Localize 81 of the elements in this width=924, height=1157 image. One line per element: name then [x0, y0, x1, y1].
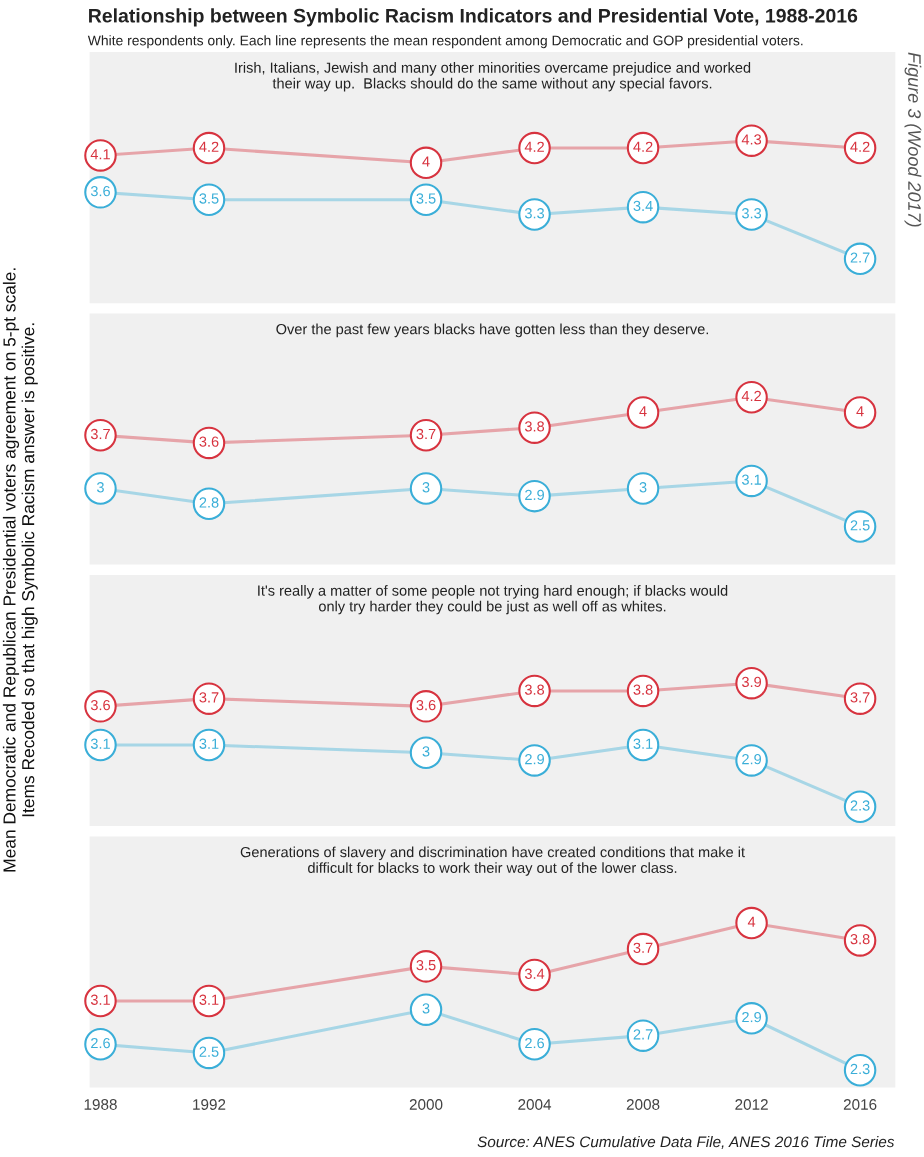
point	[409, 736, 443, 769]
data-label: 3.6	[90, 185, 110, 197]
data-label: 3.5	[416, 193, 436, 204]
point	[626, 396, 660, 429]
data-label: 2.3	[850, 1063, 870, 1075]
data-label: 4	[422, 156, 430, 167]
data-label: 3.8	[633, 684, 653, 695]
data-label: 4	[856, 406, 864, 417]
data-label: 3.8	[850, 933, 870, 945]
data-label: 4.1	[90, 149, 110, 160]
data-label: 3	[422, 746, 430, 757]
text: White respondents only. Each line represents the mean respondent among Democratic and GOP presidential voters.	[87, 35, 803, 49]
x-tick-label: 2000	[409, 1099, 443, 1110]
data-label: 4.2	[741, 390, 761, 402]
data-label: 3.5	[199, 193, 219, 204]
y-axis-title: Mean Democratic and Republican Presidential voters agreement on 5-pt scale. Items Recoded so that high Symbolic Racism answer is positive.	[2, 268, 38, 872]
data-label: 4.2	[524, 141, 544, 152]
data-label: 3.1	[90, 738, 110, 749]
point	[409, 146, 443, 180]
data-label: 3	[639, 482, 647, 493]
x-tick-label: 1988	[84, 1099, 117, 1110]
point	[843, 396, 877, 429]
data-label: 4.3	[741, 134, 762, 145]
x-tick-label: 2008	[626, 1099, 660, 1110]
x-tick-label: 1992	[193, 1099, 226, 1110]
data-label: 4.2	[633, 141, 653, 152]
data-label: 2.7	[633, 1029, 653, 1040]
data-label: 3.8	[524, 421, 545, 432]
data-label: 3.1	[90, 994, 110, 1005]
data-label: 3.4	[524, 968, 545, 979]
data-label: 3	[422, 482, 430, 493]
data-label: 3.1	[633, 738, 653, 749]
data-label: 3.1	[199, 738, 219, 749]
data-label: 3.3	[741, 208, 762, 219]
data-label: 3.6	[199, 436, 219, 447]
data-label: 3.5	[416, 959, 436, 971]
data-label: 2.6	[525, 1037, 545, 1049]
point	[735, 906, 768, 940]
data-label: 2.5	[199, 1046, 219, 1057]
point	[84, 472, 117, 505]
data-label: 4.2	[199, 141, 219, 152]
data-label: 2.5	[850, 520, 870, 531]
data-label: 3.4	[633, 200, 653, 212]
data-label: 3.8	[524, 684, 545, 695]
data-label: 3.6	[90, 699, 110, 711]
data-label: 3.1	[741, 474, 761, 485]
data-label: 2.8	[199, 497, 219, 508]
text: Generations of slavery and discrimination have created conditions that make it difficult for blacks to work their way out of the lower class.	[240, 846, 745, 876]
x-tick-label: 2016	[843, 1099, 877, 1110]
source-note: Source: ANES Cumulative Data File, ANES 2016 Time Series	[477, 1136, 895, 1150]
data-label: 2.6	[91, 1037, 110, 1049]
text: It's really a matter of some people not trying hard enough; if blacks would only try harder they could be just as well off as whites.	[258, 585, 728, 615]
data-label: 2.3	[850, 800, 870, 811]
data-label: 2.7	[850, 252, 870, 263]
data-label: 2.9	[525, 489, 544, 501]
data-label: 3.7	[199, 692, 219, 703]
point	[626, 472, 660, 505]
text: Irish, Italians, Jewish and many other minorities overcame prejudice and worked their way up. Blacks should do the same without any special favors.	[235, 62, 751, 92]
data-label: 3.7	[90, 428, 110, 440]
data-label: 4.2	[850, 141, 870, 152]
data-label: 3	[96, 482, 104, 493]
data-label: 3.6	[416, 699, 436, 711]
x-tick-label: 2004	[518, 1099, 552, 1110]
data-label: 4	[639, 406, 647, 417]
text: Relationship between Symbolic Racism Indicators and Presidential Vote, 1988-2016	[89, 8, 858, 27]
data-label: 3.7	[633, 942, 653, 953]
x-tick-label: 2012	[735, 1099, 768, 1110]
data-label: 3.1	[199, 994, 219, 1005]
data-label: 3.3	[524, 208, 545, 219]
point	[409, 993, 443, 1026]
data-label: 2.9	[525, 754, 544, 765]
data-label: 3.7	[850, 692, 870, 703]
data-label: 3.7	[416, 428, 436, 440]
data-label: 3.9	[741, 676, 762, 688]
text: Over the past few years blacks have gotten less than they deserve.	[276, 323, 709, 338]
data-label: 3	[422, 1003, 430, 1014]
data-label: 2.9	[742, 754, 762, 765]
data-label: 2.9	[742, 1011, 762, 1023]
data-label: 4	[747, 916, 756, 927]
point	[409, 472, 443, 505]
caption: Figure 3 (Wood 2017)	[904, 52, 922, 227]
